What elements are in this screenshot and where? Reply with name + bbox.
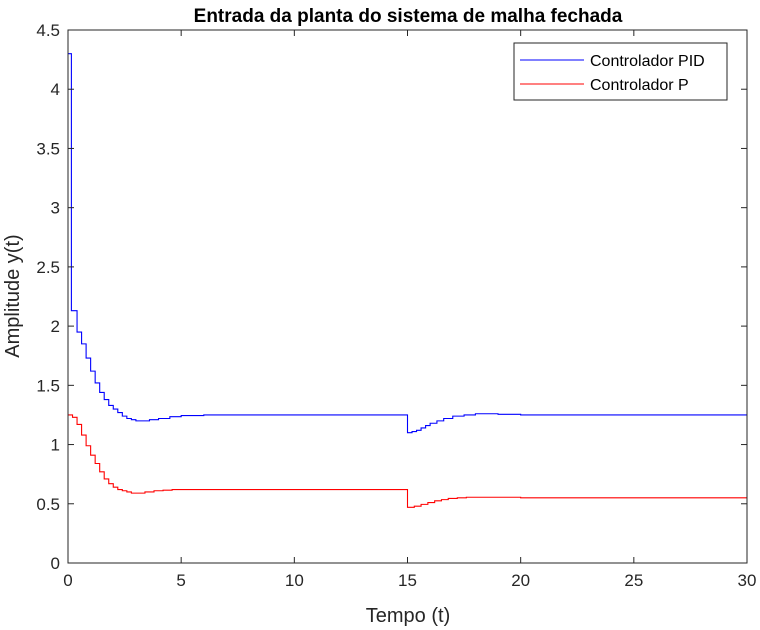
x-tick-label: 30 xyxy=(738,571,757,590)
x-axis-label: Tempo (t) xyxy=(366,605,450,627)
legend: Controlador PID Controlador P xyxy=(513,42,728,101)
y-tick-label: 1 xyxy=(51,436,60,455)
y-tick-label: 2 xyxy=(51,317,60,336)
legend-box xyxy=(513,42,728,101)
y-tick-label: 1.5 xyxy=(36,376,60,395)
x-tick-label: 20 xyxy=(511,571,530,590)
y-tick-label: 4.5 xyxy=(36,21,60,40)
y-tick-label: 3.5 xyxy=(36,139,60,158)
x-tick-label: 0 xyxy=(63,571,72,590)
y-tick-label: 0.5 xyxy=(36,495,60,514)
x-tick-label: 15 xyxy=(398,571,417,590)
chart-title: Entrada da planta do sistema de malha fe… xyxy=(194,6,623,27)
y-tick-label: 4 xyxy=(51,80,60,99)
legend-label: Controlador PID xyxy=(590,53,705,70)
y-tick-label: 2.5 xyxy=(36,258,60,277)
x-tick-label: 5 xyxy=(176,571,185,590)
x-tick-label: 10 xyxy=(285,571,304,590)
y-tick-label: 0 xyxy=(51,554,60,573)
y-tick-label: 3 xyxy=(51,199,60,218)
plot-area: 0 5 10 15 20 25 30 0 0.5 1 1.5 2 2.5 3 3.5 4 4.5 xyxy=(36,21,756,590)
axes-box xyxy=(67,29,748,564)
y-axis-label: Amplitude y(t) xyxy=(2,234,24,357)
x-tick-label: 25 xyxy=(624,571,643,590)
series-line-p xyxy=(68,414,747,508)
series-line-pid xyxy=(68,53,747,434)
legend-label: Controlador P xyxy=(590,77,689,94)
